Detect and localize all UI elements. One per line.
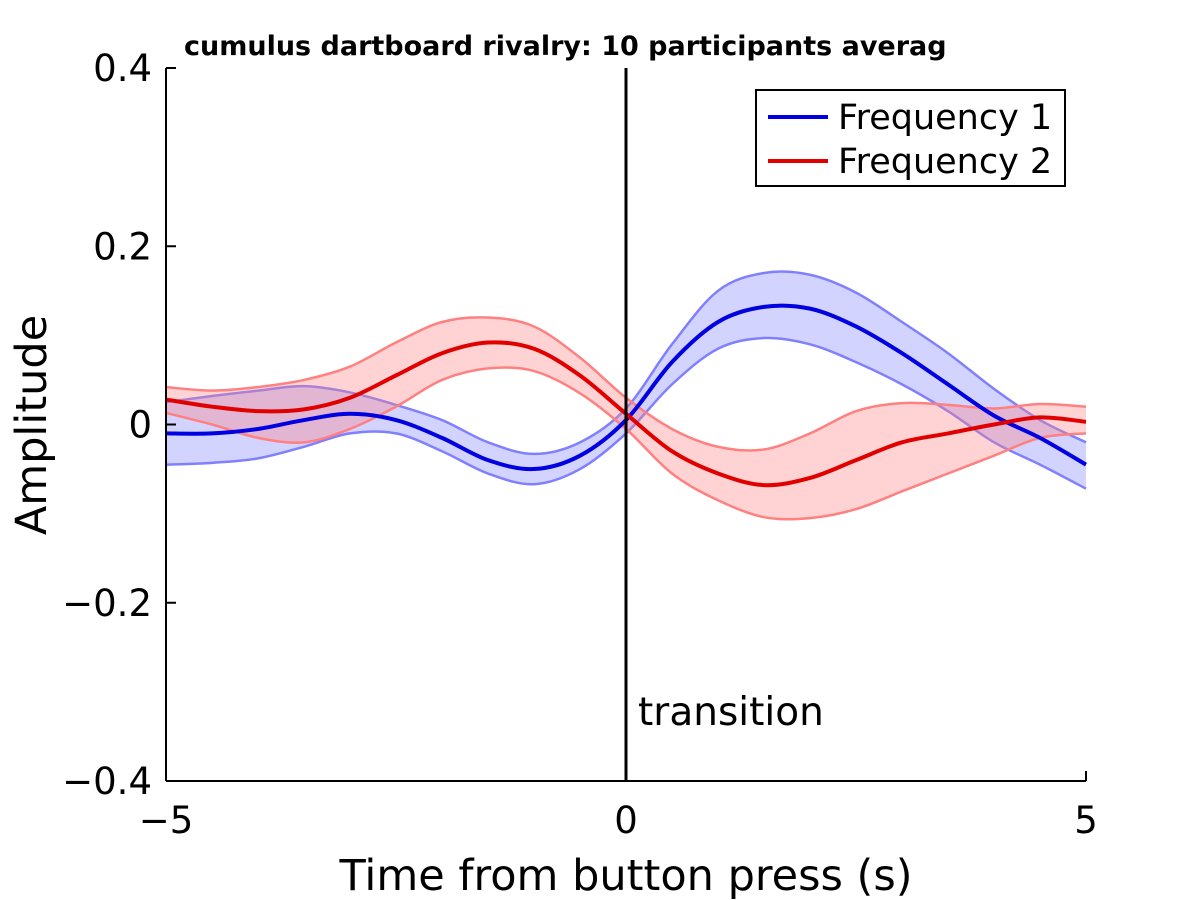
x-tick-label: 0: [614, 799, 638, 842]
y-tick-label: 0.2: [93, 225, 152, 268]
legend-entry-1: Frequency 1: [838, 98, 1052, 138]
axes: −0.4 −0.2 0 0.2 0.4 −5 0 5: [62, 47, 1098, 842]
y-axis-label: Amplitude: [7, 315, 57, 535]
y-tick-label: 0: [128, 404, 152, 447]
plot-area: transition: [165, 68, 1088, 781]
y-tick-label: −0.4: [62, 760, 152, 803]
x-tick-label: −5: [139, 799, 194, 842]
transition-label: transition: [638, 690, 824, 735]
legend-entry-2: Frequency 2: [838, 142, 1052, 182]
legend-box: [755, 89, 1066, 187]
y-tick-label: −0.2: [62, 582, 152, 625]
x-axis-label: Time from button press (s): [338, 851, 912, 900]
y-tick-label: 0.4: [93, 47, 152, 90]
chart-title: cumulus dartboard rivalry: 10 participan…: [184, 31, 947, 62]
x-tick-label: 5: [1074, 799, 1098, 842]
